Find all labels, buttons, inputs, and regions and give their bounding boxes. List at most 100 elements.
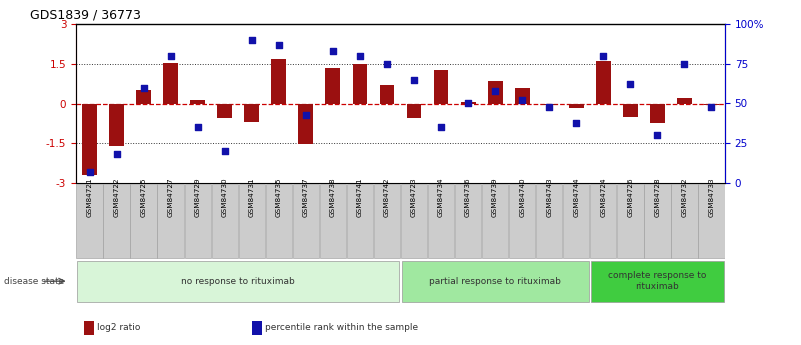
Text: GSM84733: GSM84733: [708, 177, 714, 217]
Bar: [617, 184, 643, 258]
Bar: [541, 104, 557, 105]
Bar: [596, 61, 610, 104]
Bar: [623, 104, 638, 117]
Bar: [103, 184, 130, 258]
Point: [489, 88, 501, 93]
Bar: [184, 184, 211, 258]
Text: GSM84738: GSM84738: [330, 177, 336, 217]
Point: [408, 77, 421, 82]
Bar: [455, 184, 481, 258]
Bar: [591, 260, 724, 302]
Bar: [461, 102, 476, 103]
Text: GSM84744: GSM84744: [574, 177, 579, 217]
Bar: [217, 104, 232, 118]
Point: [597, 53, 610, 59]
Bar: [428, 184, 454, 258]
Bar: [211, 184, 238, 258]
Point: [300, 112, 312, 117]
Bar: [109, 104, 124, 146]
Text: GSM84741: GSM84741: [357, 177, 363, 217]
Text: GSM84731: GSM84731: [249, 177, 255, 217]
Bar: [191, 99, 205, 104]
Text: GSM84740: GSM84740: [519, 177, 525, 217]
Text: GSM84739: GSM84739: [492, 177, 498, 217]
Bar: [407, 104, 421, 118]
Bar: [374, 184, 400, 258]
Bar: [677, 98, 692, 104]
Point: [651, 132, 664, 138]
Bar: [325, 68, 340, 104]
Bar: [509, 184, 535, 258]
Bar: [536, 184, 562, 258]
Text: GSM84727: GSM84727: [167, 177, 174, 217]
Bar: [644, 184, 670, 258]
Bar: [488, 81, 502, 103]
Text: GSM84729: GSM84729: [195, 177, 201, 217]
Point: [219, 148, 231, 154]
Bar: [650, 104, 665, 123]
Bar: [131, 184, 157, 258]
Point: [164, 53, 177, 59]
Bar: [272, 59, 286, 104]
Text: percentile rank within the sample: percentile rank within the sample: [265, 323, 418, 332]
Point: [516, 98, 529, 103]
Bar: [299, 104, 313, 145]
Text: GSM84726: GSM84726: [627, 177, 634, 217]
Text: GSM84735: GSM84735: [276, 177, 282, 217]
Bar: [158, 184, 184, 258]
Text: GSM84742: GSM84742: [384, 177, 390, 217]
Bar: [83, 104, 97, 175]
Text: GSM84743: GSM84743: [546, 177, 552, 217]
Point: [137, 85, 150, 90]
Point: [83, 169, 96, 175]
Text: GSM84730: GSM84730: [222, 177, 227, 217]
Text: GSM84737: GSM84737: [303, 177, 309, 217]
Bar: [380, 85, 394, 104]
Bar: [482, 184, 509, 258]
Bar: [563, 184, 590, 258]
Bar: [704, 104, 718, 105]
Bar: [569, 104, 584, 108]
Text: GSM84721: GSM84721: [87, 177, 93, 217]
Text: GSM84728: GSM84728: [654, 177, 660, 217]
Bar: [292, 184, 319, 258]
Text: GSM84724: GSM84724: [600, 177, 606, 217]
Bar: [515, 88, 529, 103]
Bar: [76, 184, 103, 258]
Bar: [320, 184, 346, 258]
Point: [353, 53, 366, 59]
Point: [272, 42, 285, 48]
Bar: [352, 64, 368, 104]
Point: [191, 125, 204, 130]
Point: [570, 120, 582, 125]
Point: [678, 61, 690, 67]
Point: [245, 37, 258, 43]
Bar: [590, 184, 617, 258]
Bar: [136, 90, 151, 104]
Text: disease state: disease state: [4, 277, 64, 286]
Text: partial response to rituximab: partial response to rituximab: [429, 277, 561, 286]
Bar: [698, 184, 725, 258]
Text: GSM84736: GSM84736: [465, 177, 471, 217]
Point: [461, 101, 474, 106]
Bar: [239, 184, 265, 258]
Bar: [401, 260, 589, 302]
Text: GSM84732: GSM84732: [682, 177, 687, 217]
Point: [380, 61, 393, 67]
Text: no response to rituximab: no response to rituximab: [181, 277, 296, 286]
Text: GDS1839 / 36773: GDS1839 / 36773: [30, 9, 141, 22]
Text: log2 ratio: log2 ratio: [97, 323, 140, 332]
Text: complete response to
rituximab: complete response to rituximab: [608, 272, 706, 291]
Point: [624, 82, 637, 87]
Bar: [77, 260, 400, 302]
Point: [327, 48, 340, 54]
Point: [705, 104, 718, 109]
Text: GSM84725: GSM84725: [141, 177, 147, 217]
Bar: [163, 62, 178, 104]
Bar: [400, 184, 427, 258]
Point: [111, 151, 123, 157]
Text: GSM84723: GSM84723: [411, 177, 417, 217]
Bar: [266, 184, 292, 258]
Bar: [671, 184, 698, 258]
Bar: [347, 184, 373, 258]
